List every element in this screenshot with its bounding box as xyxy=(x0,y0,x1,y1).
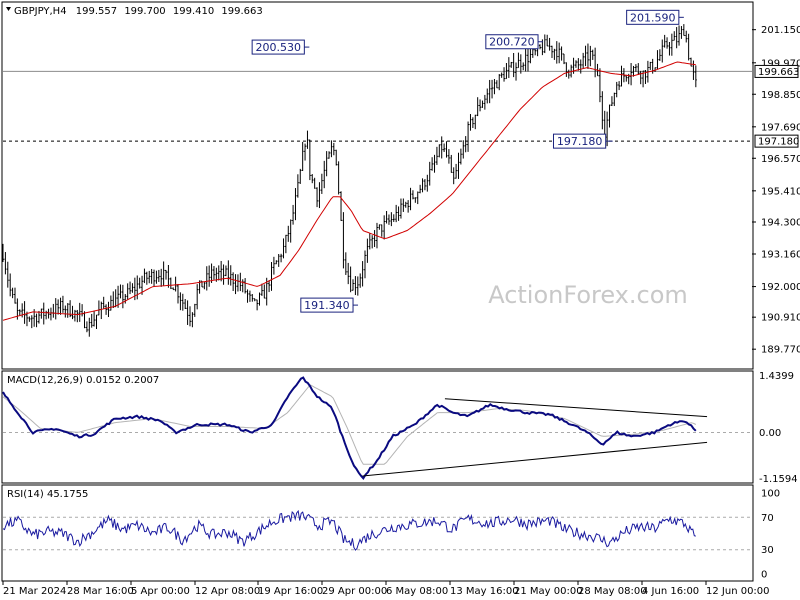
macd-tick-label: 1.4399 xyxy=(759,371,794,382)
rsi-tick-label: 100 xyxy=(761,489,780,500)
moving-average-line xyxy=(2,61,696,321)
annotation-box xyxy=(485,34,539,50)
time-tick-label: 28 May 08:00 xyxy=(578,586,647,597)
price-tick-label: 198.850 xyxy=(761,90,800,101)
symbol-label: GBPJPY,H4 xyxy=(14,6,67,17)
level-price-tag: 197.180 xyxy=(754,134,799,148)
price-tag-label: 197.180 xyxy=(758,137,799,148)
high-value: 199.700 xyxy=(124,6,165,17)
macd-trendline xyxy=(362,441,708,477)
annotation-box xyxy=(300,297,354,313)
annotation-label: 191.340 xyxy=(304,299,350,312)
price-tick-label: 199.970 xyxy=(761,58,800,69)
macd-signal-line xyxy=(2,384,697,465)
price-tag-box xyxy=(754,134,799,148)
rsi-axis: 100 70 30 0 xyxy=(761,489,780,581)
annotation-label: 197.180 xyxy=(557,135,603,148)
price-annotation: 191.340 xyxy=(300,297,359,313)
macd-lines xyxy=(2,376,752,480)
rsi-tick-label: 0 xyxy=(761,570,767,581)
time-tick-label: 13 May 16:00 xyxy=(450,586,519,597)
macd-tick-label: -1.1594 xyxy=(759,474,798,485)
low-value: 199.410 xyxy=(173,6,214,17)
annotation-label: 200.720 xyxy=(489,36,535,49)
price-tick-label: 192.000 xyxy=(761,282,800,293)
open-value: 199.557 xyxy=(76,6,117,17)
header-triangle-icon xyxy=(6,7,11,11)
time-tick-label: 19 Apr 16:00 xyxy=(258,586,323,597)
close-value: 199.663 xyxy=(221,6,262,17)
annotation-box xyxy=(251,39,305,55)
time-tick-label: 6 May 08:00 xyxy=(386,586,448,597)
price-annotation: 197.180 xyxy=(552,133,613,149)
time-tick-label: 21 Mar 2024 xyxy=(3,586,66,597)
watermark: ActionForex.com xyxy=(488,281,688,309)
price-tick-label: 197.690 xyxy=(761,122,800,133)
time-tick-label: 21 May 00:00 xyxy=(514,586,583,597)
macd-trendline xyxy=(444,398,708,418)
annotation-label: 201.590 xyxy=(630,11,676,24)
price-panel-frame xyxy=(1,1,754,370)
price-annotations: 200.530 191.340 200.720 197.180 201.590 xyxy=(251,9,684,313)
price-tick-label: 194.300 xyxy=(761,218,800,229)
price-tick-label: 189.770 xyxy=(761,345,800,356)
annotation-label: 200.530 xyxy=(255,41,301,54)
time-tick-label: 12 Apr 08:00 xyxy=(195,586,260,597)
price-tick-label: 196.570 xyxy=(761,154,800,165)
price-tag-label: 199.663 xyxy=(758,67,799,78)
rsi-title: RSI(14) 45.1755 xyxy=(7,489,88,500)
rsi-lines xyxy=(2,509,752,551)
price-axis: 201.150 199.970 198.850 197.690 196.570 195.4… xyxy=(752,25,800,356)
price-annotation: 200.530 xyxy=(251,39,310,55)
macd-tick-label: 0.00 xyxy=(759,428,781,439)
price-header: GBPJPY,H4 199.557 199.700 199.410 199.66… xyxy=(6,6,263,17)
annotation-box xyxy=(552,133,607,149)
price-annotation: 201.590 xyxy=(626,9,684,25)
time-tick-label: 12 Jun 00:00 xyxy=(706,586,770,597)
price-tick-label: 193.160 xyxy=(761,250,800,261)
time-tick-label: 4 Jun 16:00 xyxy=(642,586,699,597)
time-tick-label: 29 Apr 00:00 xyxy=(322,586,387,597)
time-tick-label: 28 Mar 16:00 xyxy=(67,586,134,597)
current-price-tag: 199.663 xyxy=(754,64,799,78)
rsi-tick-label: 30 xyxy=(761,545,774,556)
macd-title: MACD(12,26,9) 0.0152 0.2007 xyxy=(7,375,159,386)
moving-average xyxy=(2,61,696,321)
price-tick-label: 190.910 xyxy=(761,313,800,324)
rsi-panel-frame xyxy=(1,484,754,582)
price-annotation: 200.720 xyxy=(485,34,544,50)
macd-panel-frame xyxy=(1,370,754,484)
price-tick-label: 195.410 xyxy=(761,186,800,197)
macd-axis: 1.4399 0.00 -1.1594 xyxy=(759,371,798,485)
rsi-tick-label: 70 xyxy=(761,513,774,524)
price-tick-label: 201.150 xyxy=(761,25,800,36)
price-tag-box xyxy=(754,64,799,78)
time-axis: 21 Mar 2024 28 Mar 16:005 Apr 00:00 12 Apr… xyxy=(2,581,770,597)
macd-main-line xyxy=(2,376,697,480)
time-tick-label: 5 Apr 00:00 xyxy=(131,586,190,597)
price-candles xyxy=(2,24,697,337)
svg-text:GBPJPY,H4 199.557: GBPJPY,H4 199.557 199.700 199.410 199.66… xyxy=(14,6,263,17)
annotation-box xyxy=(626,9,680,25)
price-level-lines xyxy=(3,70,752,142)
rsi-line xyxy=(2,509,696,551)
